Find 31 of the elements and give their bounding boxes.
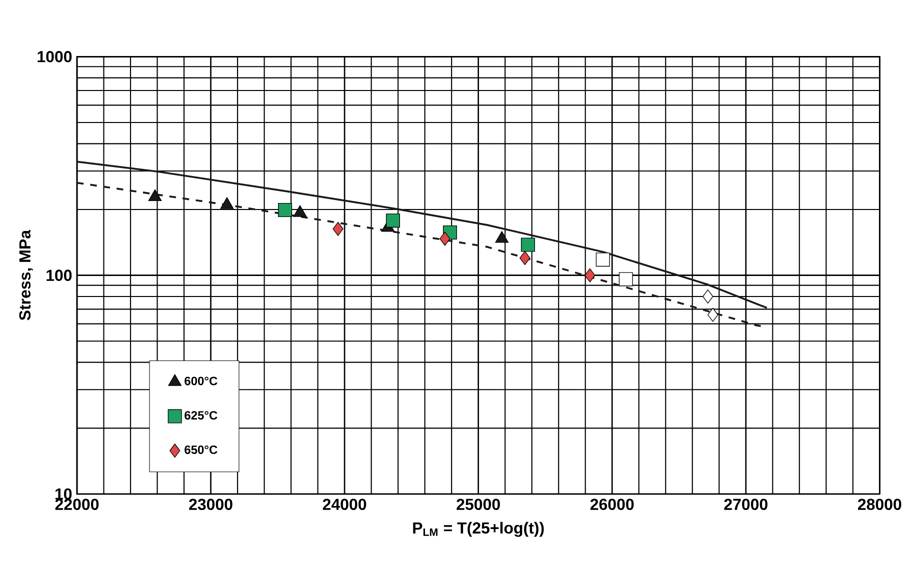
x-tick-label: 28000: [858, 498, 902, 510]
point: [495, 231, 509, 243]
x-tick-label: 22000: [55, 498, 99, 510]
point: [520, 238, 535, 252]
point: [584, 268, 596, 282]
x-tick-label: 27000: [724, 498, 768, 510]
point: [618, 272, 633, 286]
y-tick-label: 10: [56, 488, 72, 500]
point: [278, 202, 292, 217]
y-tick-label: 1000: [38, 50, 72, 62]
point: [386, 214, 400, 228]
point: [440, 232, 450, 246]
y-axis-title: Stress, MPa: [19, 230, 33, 320]
legend-label: 650°C: [184, 445, 218, 454]
point: [520, 251, 530, 266]
x-tick-label: 24000: [322, 498, 366, 510]
point: [702, 290, 714, 304]
line-series: [77, 160, 768, 309]
point: [332, 222, 344, 236]
point: [708, 308, 718, 322]
x-axis-title: P$_{LM}$ = T(25+log(t)): [413, 522, 544, 537]
legend-label: 625°C: [184, 411, 218, 420]
point: [220, 197, 234, 209]
point: [596, 252, 610, 267]
point: [293, 205, 307, 217]
x-tick-label: 25000: [456, 498, 500, 510]
x-tick-label: 26000: [590, 498, 634, 510]
y-tick-label: 100: [46, 270, 72, 281]
point: [148, 189, 162, 202]
x-tick-label: 23000: [189, 498, 232, 510]
legend-label: 600°C: [184, 376, 218, 386]
